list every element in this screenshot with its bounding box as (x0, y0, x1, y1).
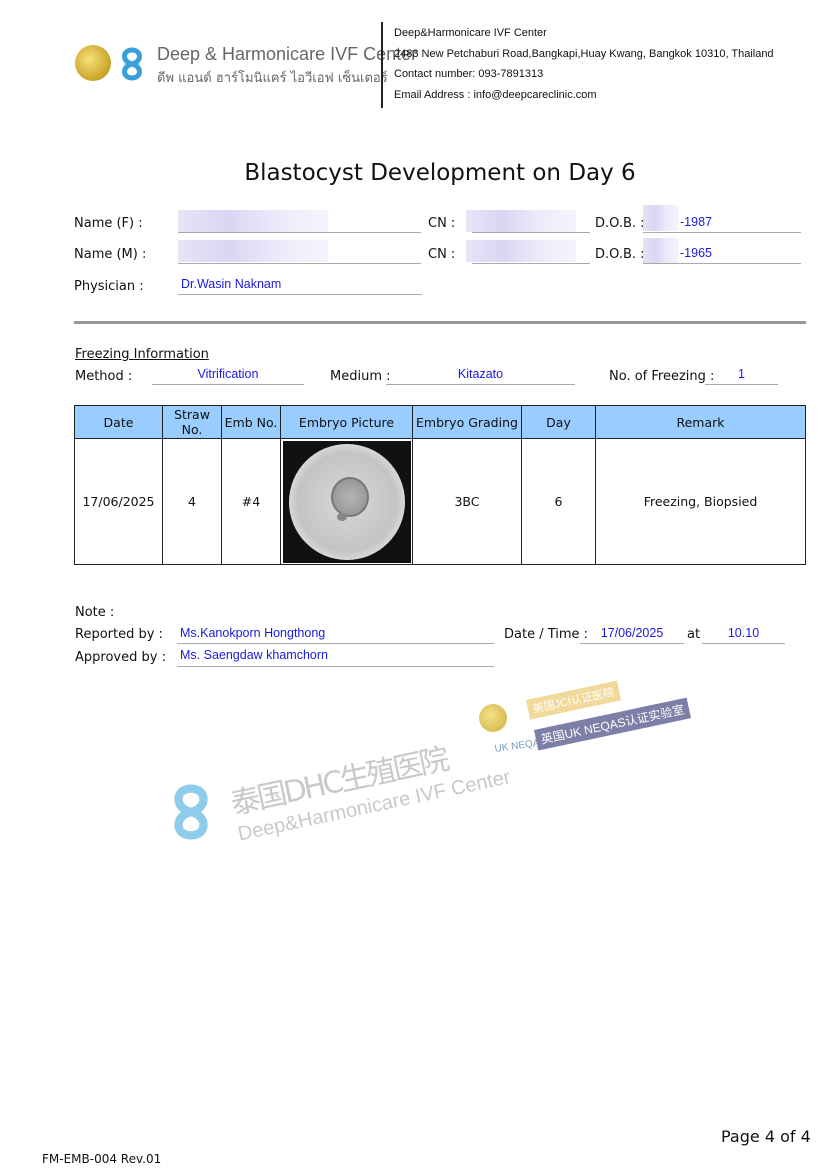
clinic-address: 2483 New Petchaburi Road,Bangkapi,Huay K… (394, 48, 774, 60)
date-underline (580, 643, 684, 644)
dob-f-label: D.O.B. : (595, 216, 645, 231)
cell-day: 6 (521, 438, 596, 565)
freezing-count-label: No. of Freezing : (609, 369, 715, 384)
approved-by-label: Approved by : (75, 650, 166, 665)
name-f-redacted (178, 210, 328, 232)
ukneqas-seal-icon (479, 704, 507, 732)
dob-f-underline (643, 232, 801, 233)
name-m-label: Name (M) : (74, 247, 147, 262)
medium-value: Kitazato (457, 367, 504, 381)
note-label: Note : (75, 605, 115, 620)
clinic-contact: Contact number: 093-7891313 (394, 68, 544, 80)
physician-value: Dr.Wasin Naknam (181, 277, 282, 291)
physician-label: Physician : (74, 279, 144, 294)
freezing-count-underline (705, 384, 778, 385)
page-number: Page 4 of 4 (721, 1127, 811, 1146)
col-date: Date (74, 405, 163, 439)
cell-grading: 3BC (412, 438, 522, 565)
table-row: 17/06/2025 4 #4 3BC 6 Freezing, Biopsied (74, 438, 806, 565)
name-m-underline (178, 263, 421, 264)
jci-seal-icon (75, 45, 111, 81)
logo-text-en: Deep & Harmonicare IVF Center (157, 44, 418, 64)
col-straw: Straw No. (162, 405, 222, 439)
cell-emb: #4 (221, 438, 281, 565)
col-remark: Remark (595, 405, 806, 439)
logo-text-th: ดีพ แอนด์ ฮาร์โมนิแคร์ ไอวีเอฟ เซ็นเตอร์ (157, 71, 388, 86)
cn-f-label: CN : (428, 216, 456, 231)
cell-date: 17/06/2025 (74, 438, 163, 565)
reported-by-label: Reported by : (75, 627, 163, 642)
section-divider (74, 321, 806, 324)
page-title: Blastocyst Development on Day 6 (244, 160, 636, 186)
method-underline (152, 384, 304, 385)
dob-m-redacted (643, 238, 679, 264)
cell-picture (280, 438, 413, 565)
datetime-label: Date / Time : (504, 627, 589, 642)
cn-f-redacted (466, 210, 576, 232)
dob-m-underline (643, 263, 801, 264)
col-day: Day (521, 405, 596, 439)
clinic-name: Deep&Harmonicare IVF Center (394, 27, 547, 39)
time-value: 10.10 (727, 626, 760, 640)
watermark-logo-icon (174, 784, 208, 840)
reported-by-value: Ms.Kanokporn Hongthong (180, 626, 326, 640)
approved-by-underline (177, 666, 494, 667)
medium-underline (386, 384, 575, 385)
dob-f-value: -1987 (680, 215, 712, 229)
time-underline (702, 643, 785, 644)
reported-by-underline (177, 643, 494, 644)
col-picture: Embryo Picture (280, 405, 413, 439)
col-grading: Embryo Grading (412, 405, 522, 439)
dob-m-label: D.O.B. : (595, 247, 645, 262)
cn-m-label: CN : (428, 247, 456, 262)
name-m-redacted (178, 240, 328, 262)
table-header-row: Date Straw No. Emb No. Embryo Picture Em… (74, 405, 806, 439)
dob-m-value: -1965 (680, 246, 712, 260)
cn-m-redacted (466, 240, 576, 262)
physician-underline (178, 294, 422, 295)
cn-m-underline (472, 263, 590, 264)
approved-by-value: Ms. Saengdaw khamchorn (180, 648, 328, 662)
clinic-logo-icon (122, 47, 142, 81)
method-value: Vitrification (197, 367, 259, 381)
header-divider (381, 22, 383, 108)
clinic-email: Email Address : info@deepcareclinic.com (394, 89, 597, 101)
name-f-underline (178, 232, 421, 233)
freezing-count-value: 1 (738, 367, 745, 381)
embryo-image (282, 440, 411, 563)
name-f-label: Name (F) : (74, 216, 143, 231)
medium-label: Medium : (330, 369, 391, 384)
cell-remark: Freezing, Biopsied (595, 438, 806, 565)
at-label: at (687, 627, 701, 642)
cn-f-underline (472, 232, 590, 233)
method-label: Method : (75, 369, 133, 384)
freezing-heading: Freezing Information (75, 347, 209, 362)
col-emb: Emb No. (221, 405, 281, 439)
form-code: FM-EMB-004 Rev.01 (42, 1152, 162, 1166)
cell-straw: 4 (162, 438, 222, 565)
date-value: 17/06/2025 (600, 626, 664, 640)
embryo-table: Date Straw No. Emb No. Embryo Picture Em… (74, 405, 806, 565)
dob-f-redacted (643, 205, 679, 231)
